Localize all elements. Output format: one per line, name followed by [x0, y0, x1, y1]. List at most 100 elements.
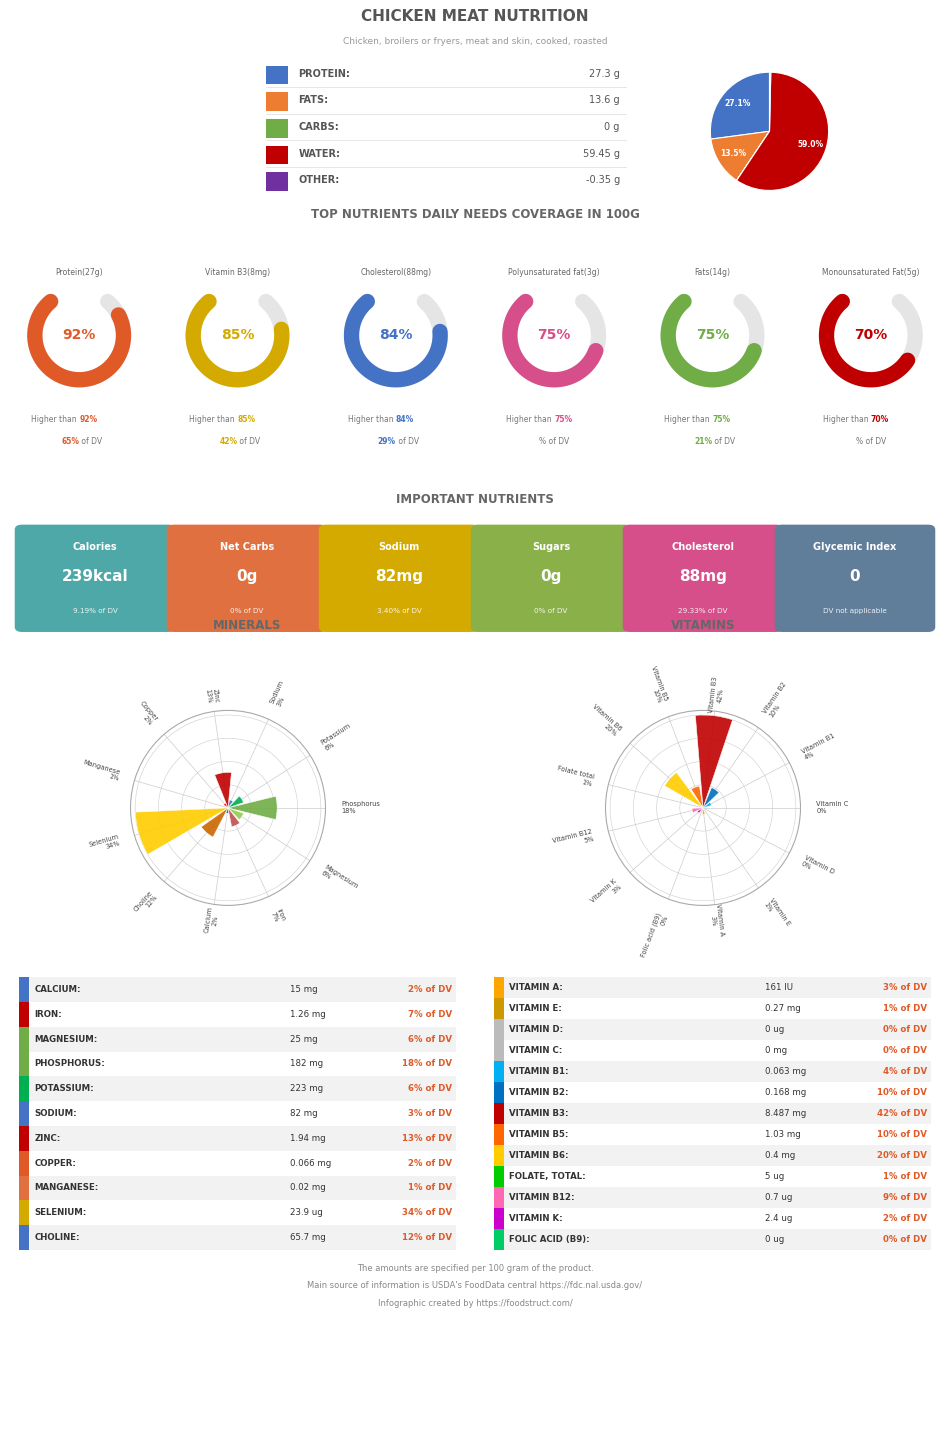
Bar	[494, 1040, 504, 1060]
Text: Cholesterol(88mg): Cholesterol(88mg)	[360, 268, 431, 277]
Text: WATER:: WATER:	[298, 149, 340, 159]
Text: 84%: 84%	[379, 329, 412, 343]
Text: 9.19% of DV: 9.19% of DV	[72, 608, 118, 614]
Text: 84%: 84%	[396, 415, 414, 423]
Text: 161 IU: 161 IU	[765, 983, 793, 992]
Bar	[494, 999, 931, 1019]
Text: 1% of DV: 1% of DV	[408, 1184, 451, 1192]
Text: 59.0%: 59.0%	[797, 139, 823, 149]
Wedge shape	[228, 796, 277, 819]
Bar	[494, 1124, 931, 1145]
Bar	[494, 1208, 931, 1228]
Text: 6% of DV: 6% of DV	[408, 1085, 451, 1093]
Text: Choline
12%: Choline 12%	[132, 890, 159, 917]
Wedge shape	[695, 715, 732, 808]
Text: Higher than: Higher than	[189, 415, 238, 423]
Text: Protein(27g): Protein(27g)	[55, 268, 103, 277]
Bar	[494, 1145, 931, 1167]
Text: of DV: of DV	[238, 438, 260, 446]
Text: DV not applicable: DV not applicable	[823, 608, 887, 614]
Wedge shape	[711, 132, 770, 181]
Bar	[19, 1126, 28, 1151]
Text: Monounsaturated Fat(5g): Monounsaturated Fat(5g)	[822, 268, 920, 277]
Text: PHOSPHORUS:: PHOSPHORUS:	[34, 1059, 105, 1069]
Wedge shape	[736, 72, 828, 191]
Wedge shape	[228, 796, 243, 808]
Wedge shape	[215, 772, 232, 808]
Text: Chicken, broilers or fryers, meat and skin, cooked, roasted: Chicken, broilers or fryers, meat and sk…	[343, 37, 607, 46]
Bar	[494, 1082, 931, 1104]
Text: 0: 0	[849, 568, 861, 584]
Bar	[266, 66, 288, 85]
Bar	[494, 1187, 931, 1208]
Text: of DV: of DV	[712, 438, 735, 446]
Bar	[19, 1027, 28, 1052]
FancyBboxPatch shape	[775, 525, 935, 631]
Text: 10% of DV: 10% of DV	[877, 1129, 926, 1139]
Text: 13% of DV: 13% of DV	[402, 1134, 451, 1142]
Text: Magnesium
6%: Magnesium 6%	[320, 864, 359, 895]
Text: Polyunsaturated fat(3g): Polyunsaturated fat(3g)	[508, 268, 600, 277]
Bar	[19, 1151, 456, 1175]
Wedge shape	[665, 772, 703, 808]
Text: CHOLINE:: CHOLINE:	[34, 1233, 80, 1241]
Text: VITAMIN B3:: VITAMIN B3:	[509, 1109, 569, 1118]
Bar	[494, 1167, 504, 1187]
Bar	[266, 172, 288, 191]
Wedge shape	[703, 788, 719, 808]
Text: Folate total
1%: Folate total 1%	[555, 765, 595, 788]
Text: 42% of DV: 42% of DV	[877, 1109, 926, 1118]
Text: Zinc
13%: Zinc 13%	[204, 687, 219, 705]
Text: 3.40% of DV: 3.40% of DV	[376, 608, 422, 614]
Text: VITAMIN D:: VITAMIN D:	[509, 1025, 563, 1035]
Text: Higher than: Higher than	[31, 415, 79, 423]
Text: CHICKEN MEAT NUTRITION: CHICKEN MEAT NUTRITION	[361, 9, 589, 23]
Bar	[494, 1019, 504, 1040]
Text: Potassium
6%: Potassium 6%	[320, 723, 355, 752]
Wedge shape	[703, 808, 705, 809]
Text: 70%: 70%	[871, 415, 889, 423]
Text: Iron
7%: Iron 7%	[269, 908, 286, 926]
Wedge shape	[711, 72, 770, 139]
Text: 18% of DV: 18% of DV	[402, 1059, 451, 1069]
Bar	[266, 92, 288, 110]
Text: 0% of DV: 0% of DV	[883, 1025, 926, 1035]
Text: Vitamin B2
10%: Vitamin B2 10%	[762, 682, 793, 719]
Bar	[19, 1225, 456, 1250]
Text: 82 mg: 82 mg	[290, 1109, 317, 1118]
Text: Vitamin B3
42%: Vitamin B3 42%	[708, 677, 725, 715]
Text: FOLIC ACID (B9):: FOLIC ACID (B9):	[509, 1236, 590, 1244]
Text: Calcium
2%: Calcium 2%	[203, 905, 220, 934]
Text: 75%: 75%	[712, 415, 731, 423]
Bar	[19, 1200, 456, 1225]
Bar	[19, 1101, 28, 1126]
Text: 59.45 g: 59.45 g	[582, 149, 619, 159]
FancyBboxPatch shape	[623, 525, 783, 631]
Text: Main source of information is USDA's FoodData central https://fdc.nal.usda.gov/: Main source of information is USDA's Foo…	[308, 1281, 642, 1290]
Text: 6% of DV: 6% of DV	[408, 1035, 451, 1043]
Text: VITAMIN E:: VITAMIN E:	[509, 1004, 562, 1013]
Text: 223 mg: 223 mg	[290, 1085, 323, 1093]
Text: Vitamin C
0%: Vitamin C 0%	[816, 801, 848, 815]
Bar	[494, 977, 504, 999]
Bar	[494, 1124, 504, 1145]
FancyBboxPatch shape	[319, 525, 479, 631]
Text: VITAMIN B12:: VITAMIN B12:	[509, 1192, 575, 1203]
Text: 12% of DV: 12% of DV	[402, 1233, 451, 1241]
Text: Higher than: Higher than	[664, 415, 712, 423]
Bar	[19, 1151, 28, 1175]
Bar	[19, 1002, 28, 1027]
Text: 7% of DV: 7% of DV	[408, 1010, 451, 1019]
Text: 1% of DV: 1% of DV	[883, 1004, 926, 1013]
Text: IRON:: IRON:	[34, 1010, 62, 1019]
Text: VITAMIN C:: VITAMIN C:	[509, 1046, 562, 1055]
Bar	[494, 1187, 504, 1208]
Text: MAGNESIUM:: MAGNESIUM:	[34, 1035, 98, 1043]
FancyBboxPatch shape	[15, 525, 175, 631]
Text: ZINC:: ZINC:	[34, 1134, 61, 1142]
Text: 88mg: 88mg	[679, 568, 727, 584]
Bar	[19, 1200, 28, 1225]
Text: 0.063 mg: 0.063 mg	[765, 1068, 807, 1076]
Text: Vitamin B3(8mg): Vitamin B3(8mg)	[205, 268, 270, 277]
Bar	[266, 146, 288, 165]
